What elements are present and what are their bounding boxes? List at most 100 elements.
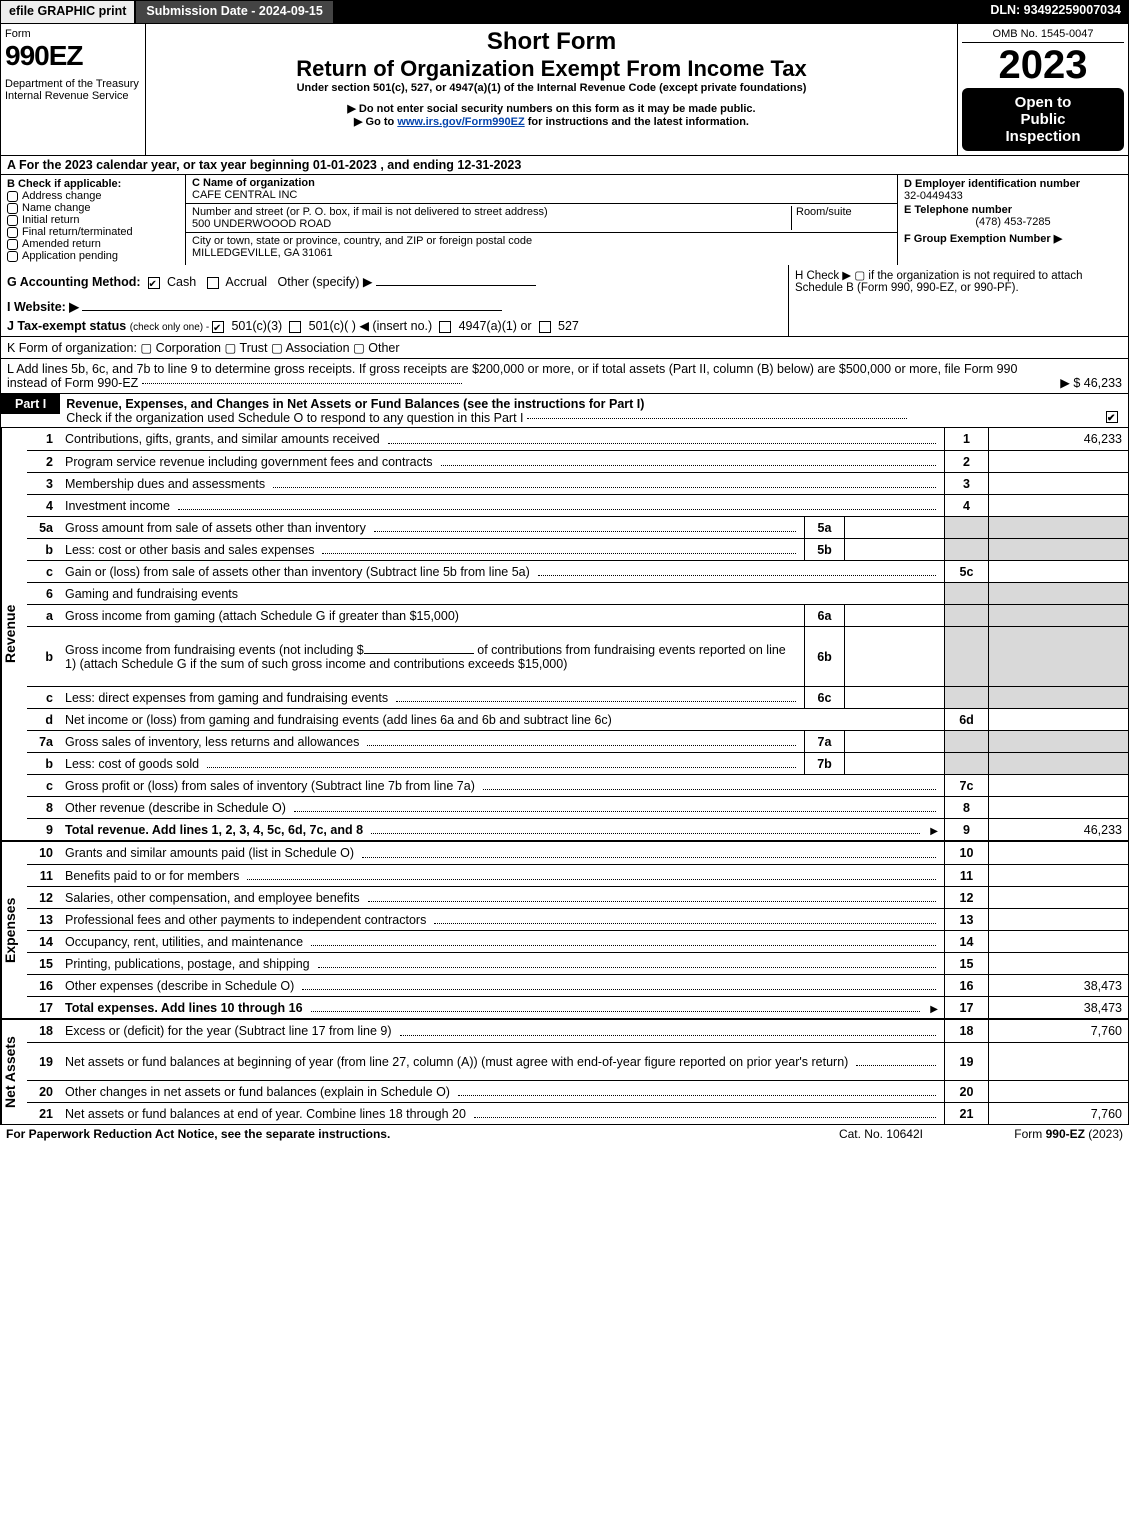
- j-527-label: 527: [558, 319, 579, 333]
- form-header: Form 990EZ Department of the Treasury In…: [0, 24, 1129, 156]
- chk-final-return[interactable]: Final return/terminated: [7, 226, 179, 238]
- chk-initial-return-label: Initial return: [22, 214, 79, 226]
- header-middle: Short Form Return of Organization Exempt…: [146, 24, 958, 155]
- open-line3: Inspection: [966, 128, 1120, 145]
- line-21: 21Net assets or fund balances at end of …: [27, 1102, 1128, 1124]
- chk-initial-return[interactable]: Initial return: [7, 214, 179, 226]
- chk-cash[interactable]: [148, 277, 160, 289]
- top-bar: efile GRAPHIC print Submission Date - 20…: [0, 0, 1129, 24]
- section-b: B Check if applicable: Address change Na…: [1, 175, 186, 265]
- chk-accrual[interactable]: [207, 277, 219, 289]
- j-501c-label: 501(c)( ) ◀ (insert no.): [309, 319, 433, 333]
- chk-501c3[interactable]: [212, 321, 224, 333]
- line-19: 19Net assets or fund balances at beginni…: [27, 1042, 1128, 1080]
- part1-header: Part I Revenue, Expenses, and Changes in…: [0, 394, 1129, 428]
- section-bcd: B Check if applicable: Address change Na…: [0, 175, 1129, 265]
- footer-right: Form 990-EZ (2023): [923, 1127, 1123, 1141]
- chk-schedule-o[interactable]: [1106, 411, 1118, 423]
- city-label: City or town, state or province, country…: [192, 235, 532, 247]
- chk-name-change[interactable]: Name change: [7, 202, 179, 214]
- line-8: 8Other revenue (describe in Schedule O)8: [27, 796, 1128, 818]
- page-footer: For Paperwork Reduction Act Notice, see …: [0, 1125, 1129, 1143]
- chk-application-pending[interactable]: Application pending: [7, 250, 179, 262]
- chk-address-change-label: Address change: [22, 190, 102, 202]
- group-exemption-label: F Group Exemption Number ▶: [904, 232, 1122, 245]
- section-l: L Add lines 5b, 6c, and 7b to line 9 to …: [0, 359, 1129, 394]
- j-tax-exempt: J Tax-exempt status (check only one) - 5…: [7, 318, 782, 333]
- section-k: K Form of organization: ▢ Corporation ▢ …: [0, 337, 1129, 359]
- part1-label: Part I: [1, 394, 60, 414]
- chk-527[interactable]: [539, 321, 551, 333]
- l-amount: ▶ $ 46,233: [1054, 375, 1122, 390]
- room-label: Room/suite: [796, 206, 852, 218]
- line-1: 1Contributions, gifts, grants, and simil…: [27, 428, 1128, 450]
- open-to-public: Open to Public Inspection: [962, 88, 1124, 151]
- header-left: Form 990EZ Department of the Treasury In…: [1, 24, 146, 155]
- i-label: I Website: ▶: [7, 300, 79, 314]
- tel-label: E Telephone number: [904, 204, 1122, 216]
- open-line2: Public: [966, 111, 1120, 128]
- dept-treasury: Department of the Treasury: [5, 78, 141, 90]
- chk-4947[interactable]: [439, 321, 451, 333]
- title-return: Return of Organization Exempt From Incom…: [150, 56, 953, 82]
- form-number: 990EZ: [5, 40, 141, 72]
- efile-print-button[interactable]: efile GRAPHIC print: [0, 0, 135, 24]
- dln-label: DLN: 93492259007034: [982, 0, 1129, 24]
- street-value: 500 UNDERWOOOD ROAD: [192, 218, 331, 230]
- chk-501c[interactable]: [289, 321, 301, 333]
- line-4: 4Investment income4: [27, 494, 1128, 516]
- line-6c: cLess: direct expenses from gaming and f…: [27, 686, 1128, 708]
- g-accounting: G Accounting Method: Cash Accrual Other …: [7, 274, 782, 289]
- form-word: Form: [5, 28, 141, 40]
- g-label: G Accounting Method:: [7, 275, 141, 289]
- ssn-warning: ▶ Do not enter social security numbers o…: [150, 102, 953, 115]
- ein-label: D Employer identification number: [904, 178, 1122, 190]
- open-line1: Open to: [966, 94, 1120, 111]
- section-ghij: G Accounting Method: Cash Accrual Other …: [0, 265, 1129, 337]
- line-20: 20Other changes in net assets or fund ba…: [27, 1080, 1128, 1102]
- j-501c3-label: 501(c)(3): [231, 319, 282, 333]
- footer-left: For Paperwork Reduction Act Notice, see …: [6, 1127, 839, 1141]
- title-short-form: Short Form: [150, 28, 953, 56]
- chk-application-pending-label: Application pending: [22, 250, 118, 262]
- part1-title: Revenue, Expenses, and Changes in Net As…: [66, 397, 644, 411]
- line-7b: bLess: cost of goods sold7b: [27, 752, 1128, 774]
- section-def: D Employer identification number 32-0449…: [898, 175, 1128, 265]
- org-name: CAFE CENTRAL INC: [192, 189, 297, 201]
- line-6: 6Gaming and fundraising events: [27, 582, 1128, 604]
- line-5c: cGain or (loss) from sale of assets othe…: [27, 560, 1128, 582]
- c-name-label: C Name of organization: [192, 177, 315, 189]
- line-7c: cGross profit or (loss) from sales of in…: [27, 774, 1128, 796]
- line-6b: bGross income from fundraising events (n…: [27, 626, 1128, 686]
- line-18: 18Excess or (deficit) for the year (Subt…: [27, 1020, 1128, 1042]
- line-12: 12Salaries, other compensation, and empl…: [27, 886, 1128, 908]
- goto-line: ▶ Go to www.irs.gov/Form990EZ for instru…: [150, 115, 953, 128]
- i-website: I Website: ▶: [7, 299, 782, 314]
- line-6a: aGross income from gaming (attach Schedu…: [27, 604, 1128, 626]
- chk-amended-return-label: Amended return: [22, 238, 101, 250]
- b-label: B Check if applicable:: [7, 178, 179, 190]
- tel-value: (478) 453-7285: [904, 216, 1122, 228]
- line-16: 16Other expenses (describe in Schedule O…: [27, 974, 1128, 996]
- j-note: (check only one) -: [130, 322, 212, 333]
- line-5a: 5aGross amount from sale of assets other…: [27, 516, 1128, 538]
- chk-final-return-label: Final return/terminated: [22, 226, 133, 238]
- line-9: 9Total revenue. Add lines 1, 2, 3, 4, 5c…: [27, 818, 1128, 840]
- line-10: 10Grants and similar amounts paid (list …: [27, 842, 1128, 864]
- netassets-side-label: Net Assets: [1, 1020, 27, 1124]
- omb-number: OMB No. 1545-0047: [962, 28, 1124, 43]
- line-15: 15Printing, publications, postage, and s…: [27, 952, 1128, 974]
- line-11: 11Benefits paid to or for members11: [27, 864, 1128, 886]
- header-right: OMB No. 1545-0047 2023 Open to Public In…: [958, 24, 1128, 155]
- other-label: Other (specify) ▶: [278, 275, 373, 289]
- j-label: J Tax-exempt status: [7, 319, 130, 333]
- section-a: A For the 2023 calendar year, or tax yea…: [0, 156, 1129, 175]
- footer-cat: Cat. No. 10642I: [839, 1127, 923, 1141]
- section-c: C Name of organization CAFE CENTRAL INC …: [186, 175, 898, 265]
- irs-link[interactable]: www.irs.gov/Form990EZ: [397, 116, 524, 128]
- chk-amended-return[interactable]: Amended return: [7, 238, 179, 250]
- part1-checknote: Check if the organization used Schedule …: [66, 411, 523, 425]
- chk-address-change[interactable]: Address change: [7, 190, 179, 202]
- line-6d: dNet income or (loss) from gaming and fu…: [27, 708, 1128, 730]
- goto-post: for instructions and the latest informat…: [525, 116, 749, 128]
